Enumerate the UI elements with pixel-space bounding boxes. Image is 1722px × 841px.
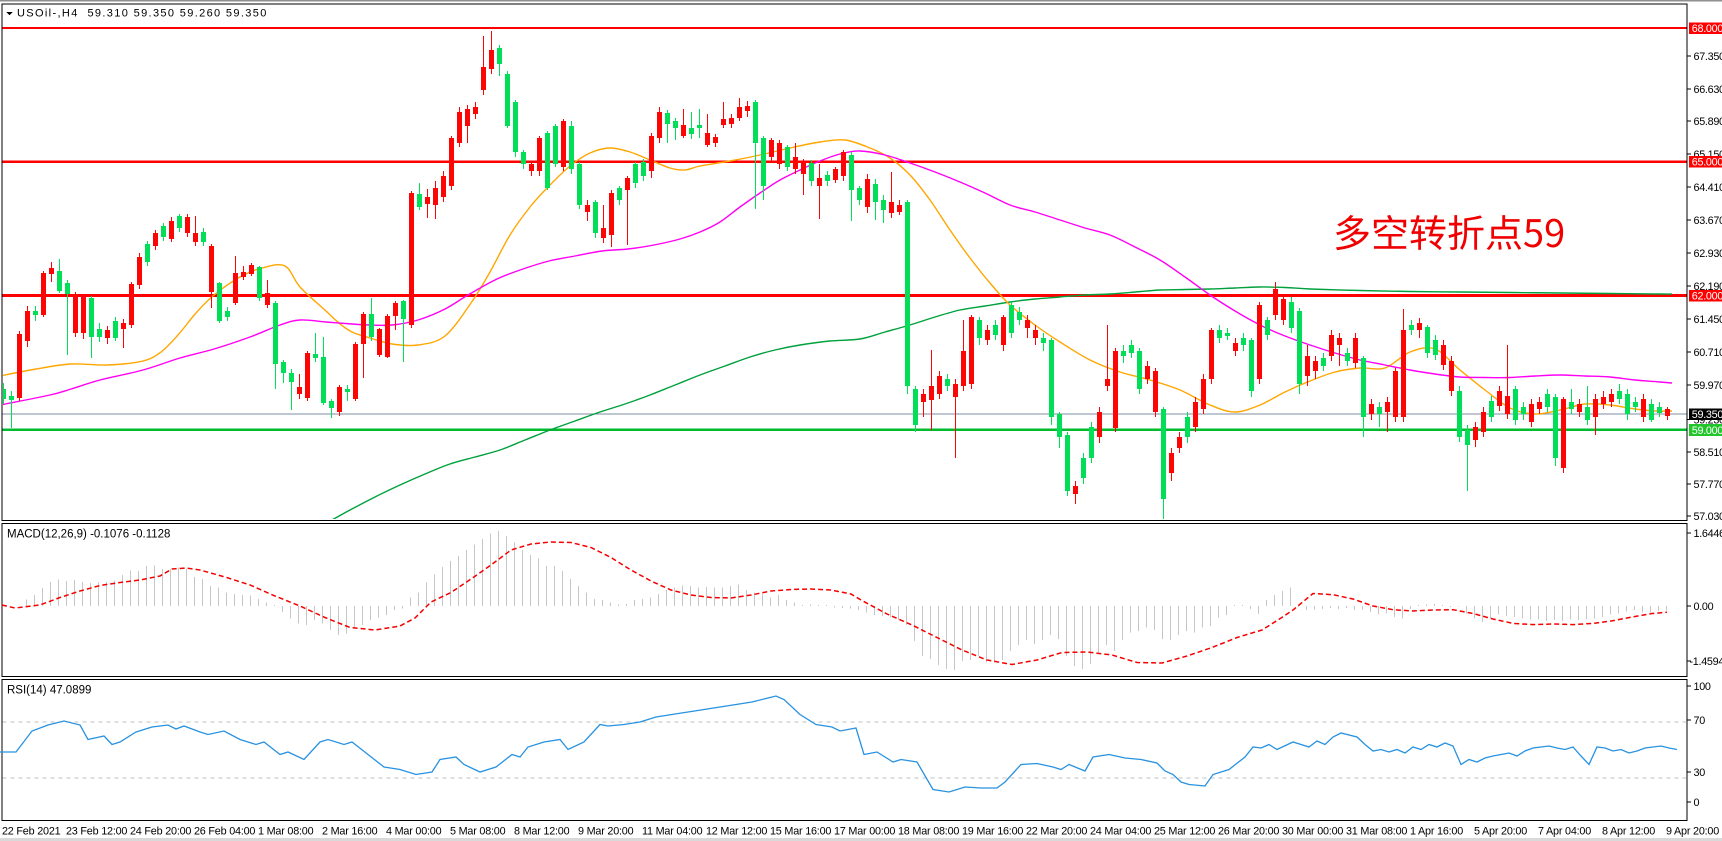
svg-text:19 Mar 16:00: 19 Mar 16:00 — [962, 826, 1023, 838]
svg-text:5 Mar 08:00: 5 Mar 08:00 — [450, 826, 506, 838]
svg-text:-1.4594: -1.4594 — [1690, 656, 1722, 668]
svg-text:0.00: 0.00 — [1694, 601, 1714, 613]
svg-text:24 Feb 20:00: 24 Feb 20:00 — [130, 826, 191, 838]
svg-text:66.630: 66.630 — [1694, 84, 1722, 96]
svg-text:7 Apr 04:00: 7 Apr 04:00 — [1538, 826, 1591, 838]
svg-text:9 Mar 20:00: 9 Mar 20:00 — [578, 826, 634, 838]
svg-text:8 Mar 12:00: 8 Mar 12:00 — [514, 826, 570, 838]
svg-text:70: 70 — [1694, 715, 1706, 727]
svg-text:65.890: 65.890 — [1694, 116, 1722, 128]
svg-text:24 Mar 04:00: 24 Mar 04:00 — [1090, 826, 1151, 838]
svg-text:30 Mar 00:00: 30 Mar 00:00 — [1282, 826, 1343, 838]
svg-text:5 Apr 20:00: 5 Apr 20:00 — [1474, 826, 1527, 838]
svg-text:67.350: 67.350 — [1694, 51, 1722, 63]
svg-text:65.000: 65.000 — [1692, 157, 1722, 169]
svg-text:26 Feb 04:00: 26 Feb 04:00 — [194, 826, 255, 838]
svg-text:61.450: 61.450 — [1694, 314, 1722, 326]
svg-text:100: 100 — [1694, 681, 1711, 693]
svg-text:62.930: 62.930 — [1694, 248, 1722, 260]
svg-text:58.510: 58.510 — [1694, 447, 1722, 459]
svg-text:15 Mar 16:00: 15 Mar 16:00 — [770, 826, 831, 838]
svg-text:68.000: 68.000 — [1692, 23, 1722, 35]
svg-text:25 Mar 12:00: 25 Mar 12:00 — [1154, 826, 1215, 838]
svg-text:59.000: 59.000 — [1692, 425, 1722, 437]
svg-text:RSI(14) 47.0899: RSI(14) 47.0899 — [7, 685, 91, 697]
svg-text:1 Mar 08:00: 1 Mar 08:00 — [258, 826, 314, 838]
svg-text:57.030: 57.030 — [1694, 511, 1722, 523]
svg-text:30: 30 — [1694, 767, 1706, 779]
svg-text:USOil-,H4 59.310 59.350 59.26: USOil-,H4 59.310 59.350 59.260 59.350 — [17, 7, 268, 19]
svg-text:60.710: 60.710 — [1694, 347, 1722, 359]
svg-text:1 Apr 16:00: 1 Apr 16:00 — [1410, 826, 1463, 838]
svg-text:31 Mar 08:00: 31 Mar 08:00 — [1346, 826, 1407, 838]
svg-text:26 Mar 20:00: 26 Mar 20:00 — [1218, 826, 1279, 838]
svg-text:63.670: 63.670 — [1694, 215, 1722, 227]
svg-text:59.970: 59.970 — [1694, 380, 1722, 392]
svg-text:2 Mar 16:00: 2 Mar 16:00 — [322, 826, 378, 838]
svg-text:8 Apr 12:00: 8 Apr 12:00 — [1602, 826, 1655, 838]
svg-text:0: 0 — [1694, 797, 1700, 809]
svg-text:57.770: 57.770 — [1694, 479, 1722, 491]
svg-text:23 Feb 12:00: 23 Feb 12:00 — [66, 826, 127, 838]
svg-text:9 Apr 20:00: 9 Apr 20:00 — [1666, 826, 1719, 838]
svg-text:4 Mar 00:00: 4 Mar 00:00 — [386, 826, 442, 838]
svg-text:1.6446: 1.6446 — [1694, 528, 1722, 540]
svg-text:18 Mar 08:00: 18 Mar 08:00 — [898, 826, 959, 838]
svg-text:59.350: 59.350 — [1692, 409, 1722, 421]
svg-text:17 Mar 00:00: 17 Mar 00:00 — [834, 826, 895, 838]
svg-text:22 Feb 2021: 22 Feb 2021 — [2, 826, 61, 838]
svg-text:64.410: 64.410 — [1694, 182, 1722, 194]
svg-text:11 Mar 04:00: 11 Mar 04:00 — [642, 826, 703, 838]
svg-text:22 Mar 20:00: 22 Mar 20:00 — [1026, 826, 1087, 838]
svg-text:12 Mar 12:00: 12 Mar 12:00 — [706, 826, 767, 838]
svg-text:62.000: 62.000 — [1692, 291, 1722, 303]
svg-text:MACD(12,26,9) -0.1076 -0.1128: MACD(12,26,9) -0.1076 -0.1128 — [7, 529, 170, 541]
